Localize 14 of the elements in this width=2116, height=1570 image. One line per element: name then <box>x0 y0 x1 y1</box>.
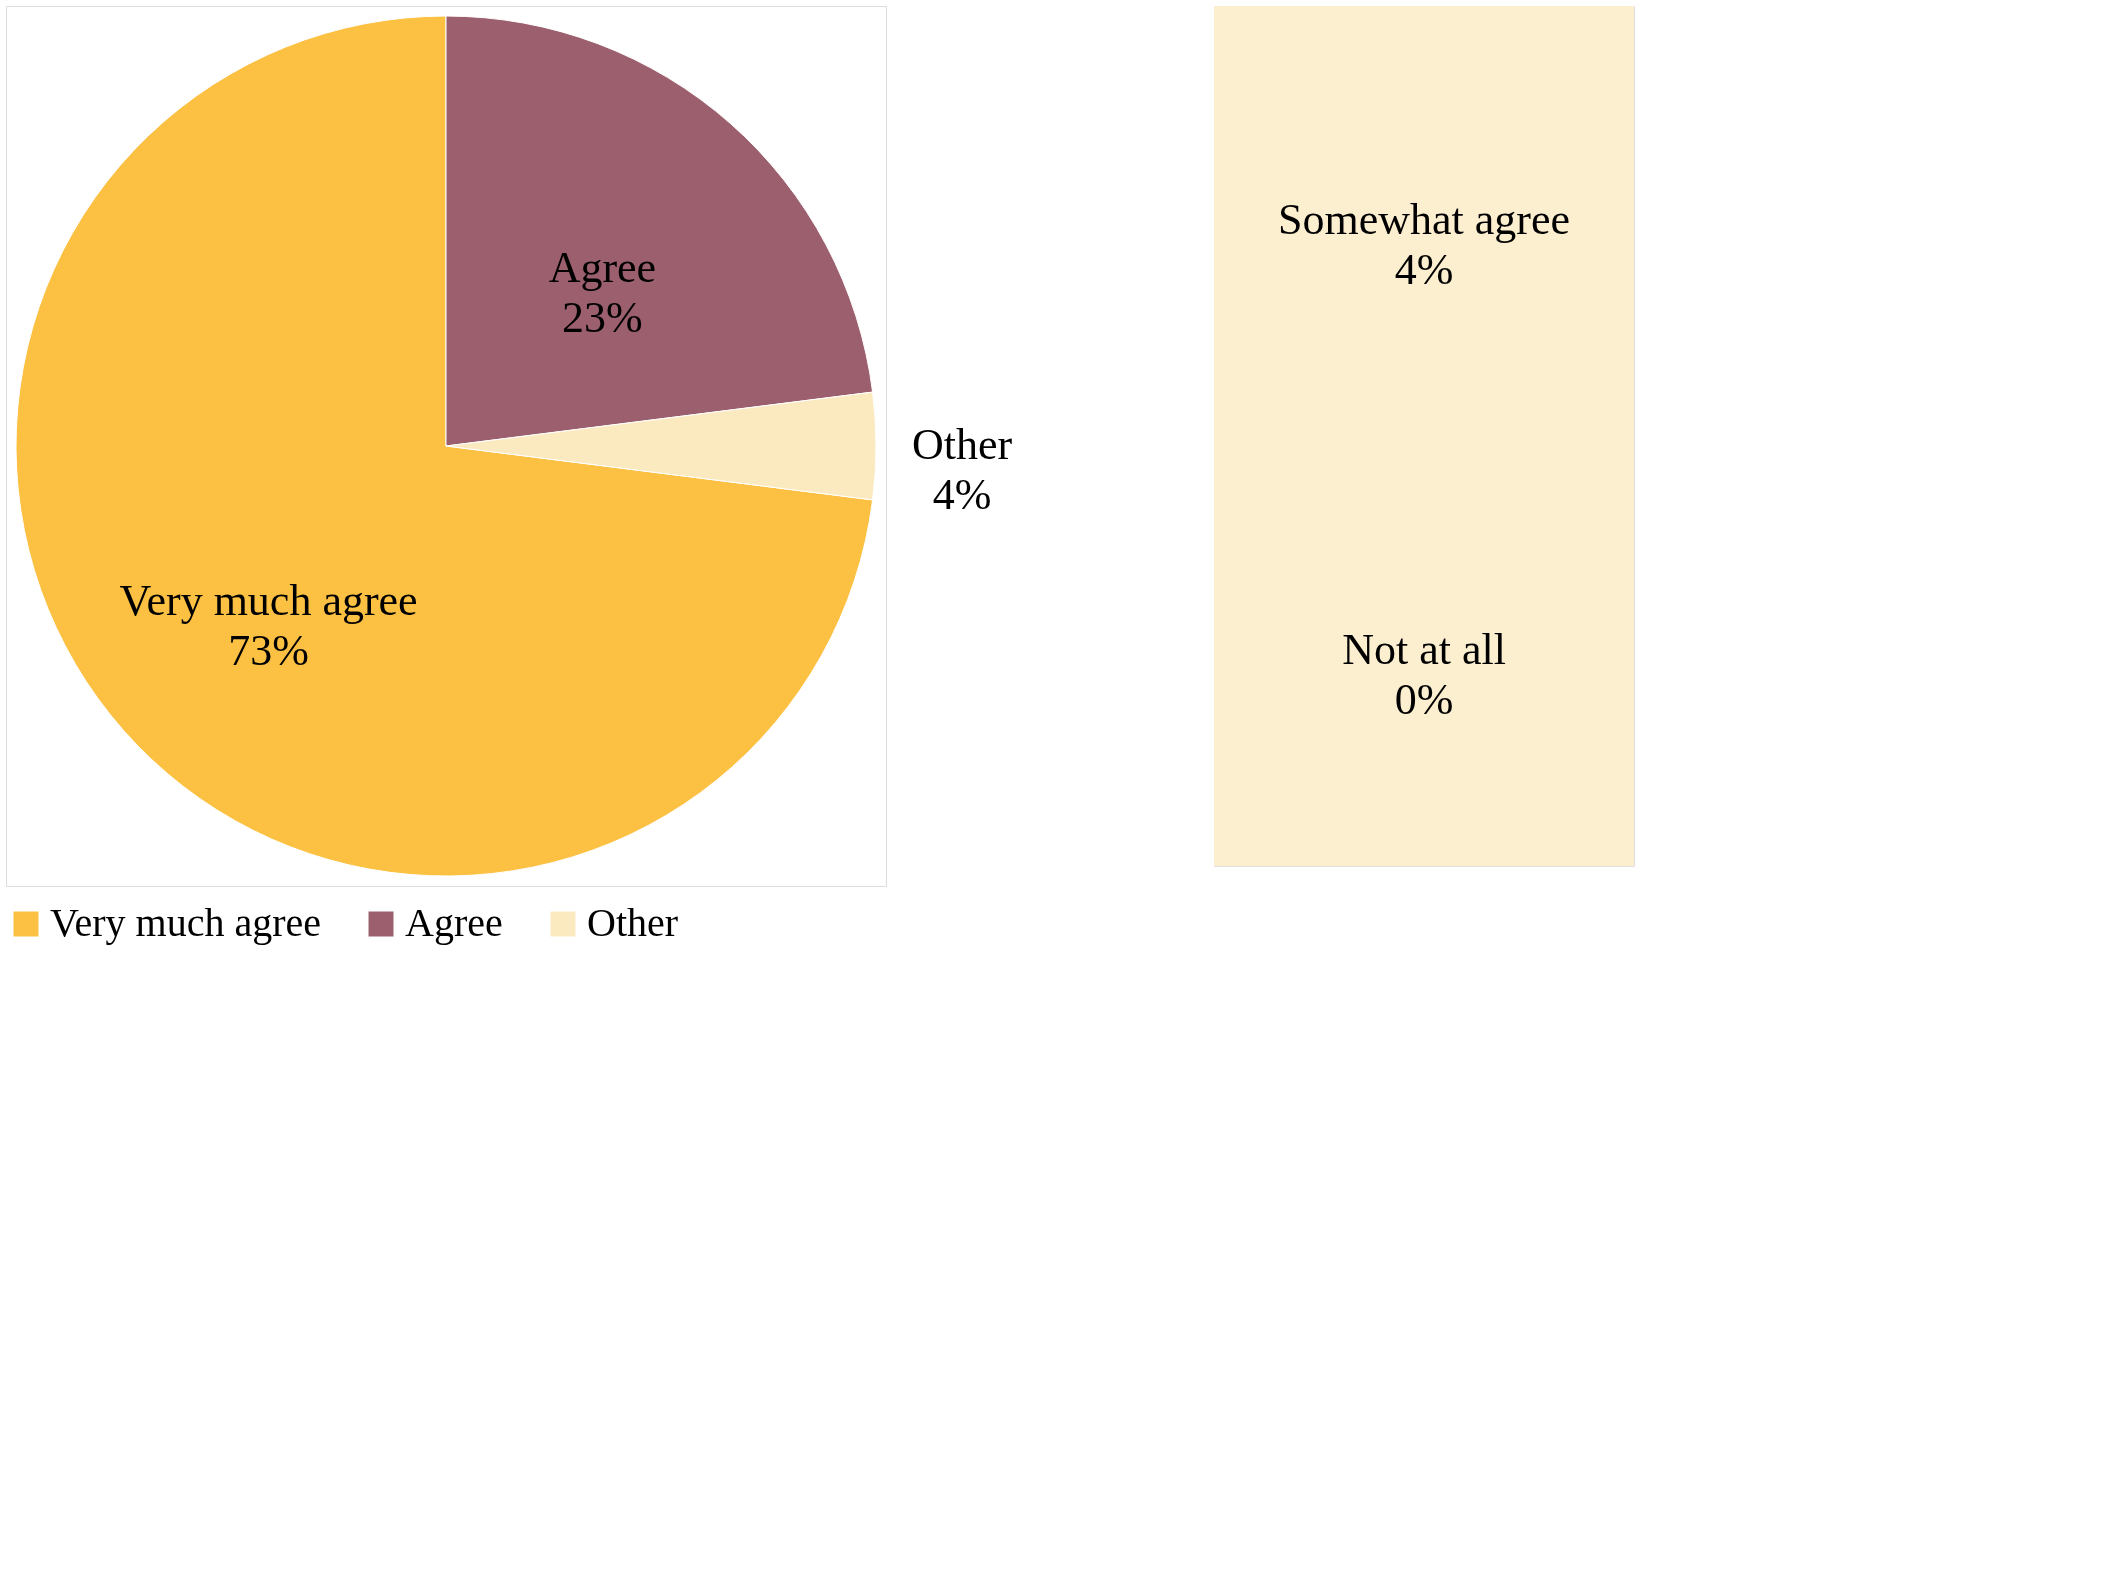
category-label: Not at all <box>1342 625 1506 674</box>
data-label: 4% <box>932 470 992 519</box>
slice-label: Agree <box>548 242 657 292</box>
data-label: 73% <box>228 626 309 676</box>
category-label: Somewhat agree <box>1278 195 1570 244</box>
data-label: 4% <box>1394 245 1454 294</box>
legend-label: Other <box>587 900 679 945</box>
data-label: 23% <box>562 292 643 342</box>
pie-slice <box>15 15 874 877</box>
legend-label: Agree <box>405 900 503 945</box>
slice-label: Other <box>911 420 1013 469</box>
data-label: 0% <box>1394 675 1454 724</box>
legend-label: Very much agree <box>50 900 321 945</box>
slice-label: Very much agree <box>119 576 418 626</box>
